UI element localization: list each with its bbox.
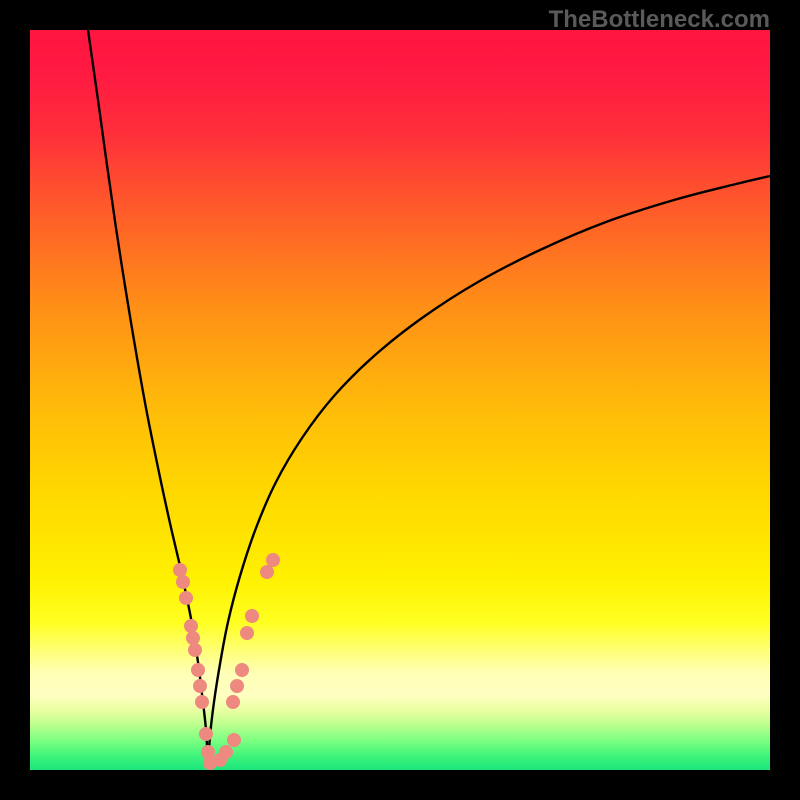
marker-left-7 bbox=[194, 680, 207, 693]
marker-left-5 bbox=[189, 644, 202, 657]
marker-right-9 bbox=[267, 554, 280, 567]
marker-left-2 bbox=[180, 592, 193, 605]
curves-layer bbox=[30, 30, 770, 770]
marker-left-8 bbox=[196, 696, 209, 709]
marker-right-1 bbox=[220, 746, 233, 759]
marker-right-7 bbox=[246, 610, 259, 623]
marker-left-9 bbox=[200, 728, 213, 741]
curve-right bbox=[208, 176, 770, 766]
watermark-text: TheBottleneck.com bbox=[549, 6, 770, 34]
marker-left-1 bbox=[177, 576, 190, 589]
marker-left-0 bbox=[174, 564, 187, 577]
plot-area bbox=[30, 30, 770, 770]
marker-left-3 bbox=[185, 620, 198, 633]
curve-left bbox=[88, 30, 208, 766]
marker-right-3 bbox=[227, 696, 240, 709]
marker-right-4 bbox=[231, 680, 244, 693]
marker-left-6 bbox=[192, 664, 205, 677]
marker-right-6 bbox=[241, 627, 254, 640]
marker-right-5 bbox=[236, 664, 249, 677]
marker-left-4 bbox=[187, 632, 200, 645]
marker-right-2 bbox=[228, 734, 241, 747]
marker-right-8 bbox=[261, 566, 274, 579]
